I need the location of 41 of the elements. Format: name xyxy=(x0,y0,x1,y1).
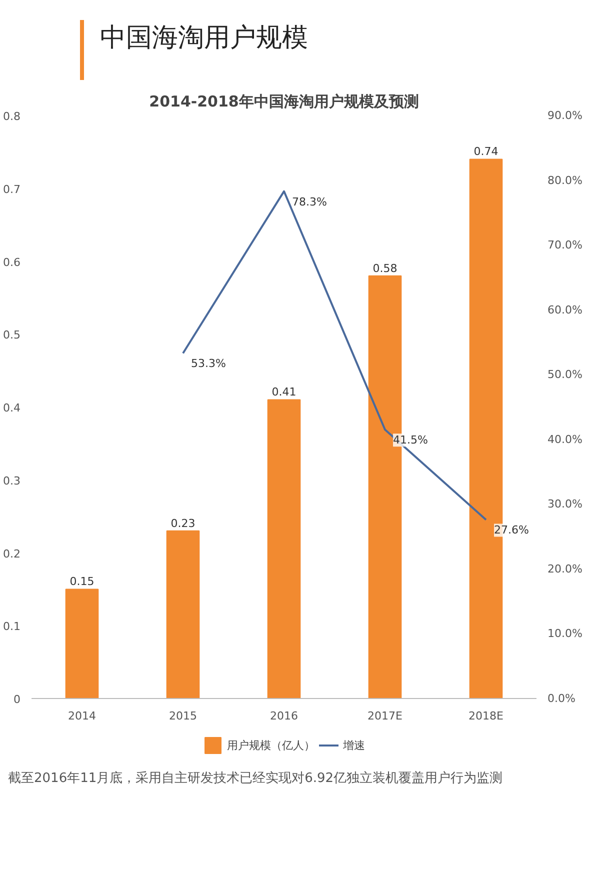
legend-label: 增速 xyxy=(343,738,365,752)
y2-tick-label: 30.0% xyxy=(548,498,582,511)
x-tick-label: 2018E xyxy=(468,710,504,722)
y-tick-label: 0.1 xyxy=(3,620,21,634)
y-tick-label: 0.4 xyxy=(3,402,21,414)
y2-tick-label: 40.0% xyxy=(548,432,582,446)
y-tick-label: 0 xyxy=(14,693,20,706)
y2-tick-label: 80.0% xyxy=(548,174,582,187)
data-label: 0.41 xyxy=(272,386,296,399)
y-tick-label: 0.6 xyxy=(3,256,21,269)
y2-tick-label: 70.0% xyxy=(548,238,582,252)
x-tick-label: 2014 xyxy=(68,710,96,722)
data-label: 27.6% xyxy=(494,524,529,537)
bar xyxy=(166,530,200,698)
y2-tick-label: 0.0% xyxy=(548,692,576,705)
y-tick-label: 0.2 xyxy=(3,547,21,560)
data-label: 53.3% xyxy=(191,357,226,370)
y2-tick-label: 90.0% xyxy=(548,109,582,122)
x-tick-label: 2017E xyxy=(368,710,403,722)
y-tick-label: 0.7 xyxy=(3,182,21,196)
data-label: 0.58 xyxy=(372,262,398,275)
x-tick-label: 2016 xyxy=(270,710,298,722)
text: 截至2016年11月底，采用自主研发技术已经实现对6.92亿独立装机覆盖用户行为监测 xyxy=(8,770,503,788)
bar xyxy=(65,588,99,698)
y-tick-label: 0.3 xyxy=(3,474,21,488)
data-label: 0.15 xyxy=(70,575,94,588)
x-tick-label: 2015 xyxy=(169,710,198,722)
bar xyxy=(267,399,301,698)
y2-tick-label: 60.0% xyxy=(548,303,582,316)
chart-subtitle: 2014-2018年中国海淘用户规模及预测 xyxy=(149,92,419,110)
y2-tick-label: 20.0% xyxy=(548,562,582,576)
y-tick-label: 0.8 xyxy=(3,110,21,123)
data-label: 0.23 xyxy=(170,516,196,530)
data-label: 41.5% xyxy=(393,434,428,447)
data-label: 78.3% xyxy=(292,195,327,208)
chart-title: 中国海淘用户规模 xyxy=(100,22,308,55)
legend-label: 用户规模（亿人） xyxy=(227,738,315,752)
y-tick-label: 0.5 xyxy=(3,328,21,342)
y2-tick-label: 50.0% xyxy=(548,368,582,382)
y2-tick-label: 10.0% xyxy=(548,627,582,640)
data-label: 0.74 xyxy=(474,145,498,158)
